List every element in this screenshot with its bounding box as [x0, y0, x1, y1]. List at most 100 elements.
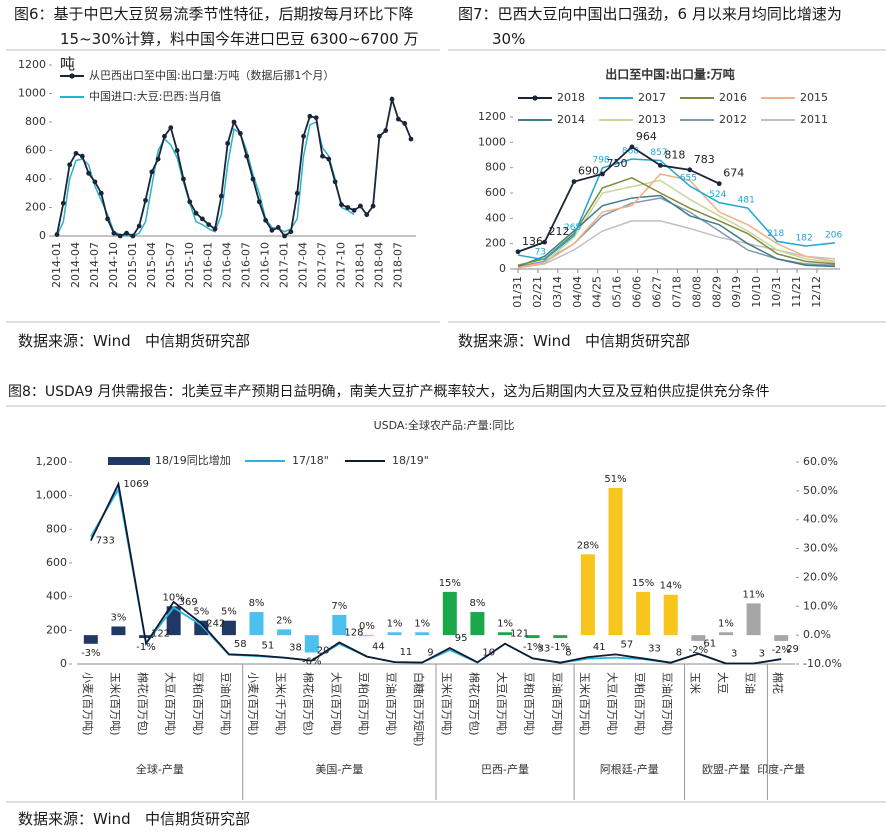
point — [542, 239, 547, 245]
point — [231, 119, 237, 125]
y-tick-label: 800 — [485, 161, 506, 174]
bar-label: 8% — [249, 598, 265, 609]
bar-label: 10% — [163, 592, 185, 603]
point — [282, 233, 287, 239]
point — [687, 167, 693, 173]
x-tick-label: 2016-07 — [240, 242, 253, 288]
data-label: 38 — [289, 643, 302, 654]
data-label: 122 — [151, 628, 170, 639]
x-tick-label: 10/10 — [750, 276, 763, 308]
x-tick-label: 玉米(百万吨) — [578, 672, 591, 736]
legend-label: 18/19" — [392, 454, 429, 467]
y-tick-label: 400 — [46, 590, 67, 603]
bar — [553, 635, 568, 639]
data-label: 868 — [622, 147, 639, 157]
x-tick-label: 09/19 — [730, 276, 743, 308]
point — [657, 162, 663, 168]
point — [408, 136, 414, 142]
legend-label: 2014 — [557, 113, 585, 126]
data-label: 121 — [510, 629, 529, 640]
point — [225, 140, 231, 146]
x-tick-label: 2018-07 — [391, 242, 404, 288]
source: 数据来源：Wind 中信期货研究部 — [18, 332, 251, 350]
legend-label: 18/19同比增加 — [155, 453, 231, 467]
point — [73, 150, 79, 156]
x-tick-label: 04/04 — [571, 276, 584, 308]
data-label: 29 — [786, 644, 799, 655]
data-label: 73 — [535, 247, 546, 257]
data-label: 3 — [759, 648, 765, 659]
data-label: 10 — [482, 647, 495, 658]
y2-tick-label: 20.0% — [803, 570, 838, 583]
point — [60, 200, 66, 206]
x-tick-label: 2017-10 — [334, 242, 347, 288]
y-tick-label: 400 — [485, 211, 506, 224]
group-label: 印度-产量 — [757, 762, 805, 776]
y-tick-label: 200 — [46, 623, 67, 636]
legend-swatch — [108, 457, 150, 465]
x-tick-label: 2016-04 — [221, 242, 234, 288]
bar-label: 51% — [604, 474, 626, 485]
bar-label: 5% — [221, 607, 237, 618]
chart-title: USDA:全球农产品:产量:同比 — [374, 418, 515, 432]
y2-tick-label: 60.0% — [803, 455, 838, 468]
point — [263, 217, 269, 223]
bar — [498, 632, 513, 636]
point — [269, 227, 275, 233]
x-tick-label: 2016-10 — [259, 242, 272, 288]
series-line — [517, 176, 836, 266]
bar-label: -1% — [551, 642, 570, 653]
y-tick-label: 800 — [25, 115, 46, 128]
x-tick-label: 棉花(百万包) — [302, 672, 316, 736]
x-tick-label: 2015-10 — [183, 242, 196, 288]
x-tick-label: 06/27 — [651, 276, 664, 308]
y2-tick-label: -10.0% — [803, 657, 842, 670]
point — [54, 232, 60, 237]
x-tick-label: 07/18 — [670, 276, 683, 308]
source: 数据来源：Wind 中信期货研究部 — [18, 810, 251, 828]
point — [288, 229, 294, 235]
bar — [304, 635, 319, 653]
x-tick-label: 玉米(百万吨) — [108, 672, 121, 736]
x-tick-label: 豆油(百万吨) — [550, 672, 564, 736]
data-label: 265 — [564, 223, 581, 233]
data-label: 182 — [796, 233, 813, 243]
data-label: 51 — [262, 640, 275, 651]
legend-label: 2013 — [638, 113, 666, 126]
data-label: 655 — [680, 174, 697, 184]
point — [244, 153, 250, 159]
legend-marker — [532, 95, 538, 101]
bar — [387, 632, 402, 636]
data-label: 128 — [344, 627, 363, 638]
legend-label: 2017 — [638, 91, 666, 104]
data-label: 95 — [455, 633, 468, 644]
point — [716, 181, 722, 187]
x-tick-label: 10/31 — [770, 276, 783, 308]
x-tick-label: 2014-07 — [88, 242, 101, 288]
y-tick-label: 400 — [25, 172, 46, 185]
x-tick-label: 01/31 — [511, 276, 524, 308]
x-tick-label: 棉花(百万包) — [467, 672, 481, 736]
data-label: 58 — [234, 639, 247, 650]
y-tick-label: 200 — [485, 237, 506, 250]
data-label: 44 — [372, 642, 385, 653]
x-tick-label: 2014-01 — [50, 242, 63, 288]
point — [339, 202, 344, 208]
bar-label: 1% — [718, 618, 734, 629]
point — [376, 133, 382, 139]
bar — [746, 603, 761, 636]
point — [389, 96, 395, 102]
bar-label: 2% — [276, 615, 292, 626]
point — [98, 190, 104, 196]
bar — [83, 635, 98, 644]
group-label: 阿根廷-产量 — [600, 762, 659, 776]
point — [395, 116, 401, 122]
data-label: 242 — [206, 618, 225, 629]
bar-label: 15% — [632, 578, 654, 589]
y-tick-label: 800 — [46, 522, 67, 535]
x-tick-label: 大豆(百万吨) — [495, 672, 509, 736]
bar-label: 8% — [469, 598, 485, 609]
x-tick-label: 2014-04 — [69, 242, 82, 288]
legend-label: 2011 — [800, 113, 828, 126]
